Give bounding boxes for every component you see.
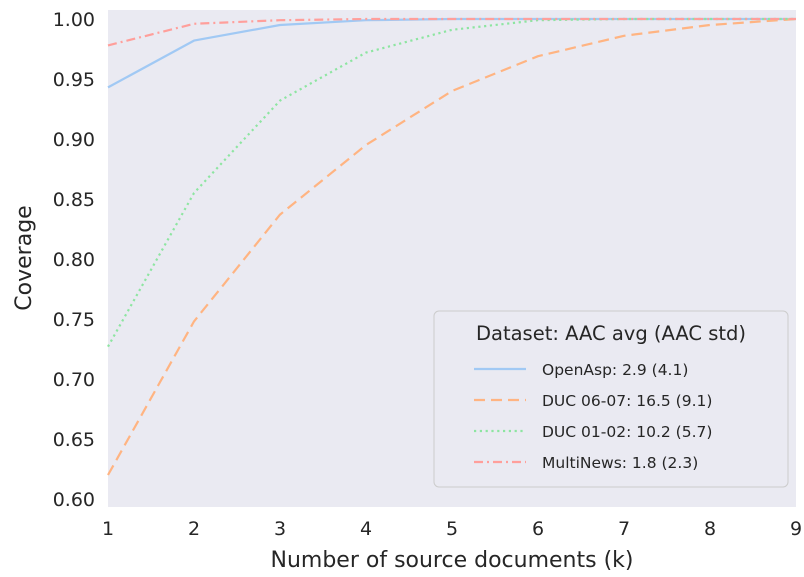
y-tick-label: 1.00 [53, 9, 95, 31]
x-tick-label: 4 [360, 518, 372, 540]
y-tick-label: 0.70 [53, 369, 95, 391]
legend-label-4: MultiNews: 1.8 (2.3) [542, 454, 698, 472]
x-tick-label: 3 [274, 518, 286, 540]
y-tick-label: 0.60 [53, 489, 95, 511]
x-tick-label: 9 [790, 518, 802, 540]
x-tick-label: 7 [618, 518, 630, 540]
legend: Dataset: AAC avg (AAC std) OpenAsp: 2.9 … [433, 310, 789, 488]
x-tick-label: 8 [704, 518, 716, 540]
ticks-group: 1 2 3 4 5 6 7 8 9 0.60 0.65 0.70 0.75 0.80 0.85 0.90 0.9… [53, 9, 802, 540]
legend-label-3: DUC 01-02: 10.2 (5.7) [542, 423, 712, 441]
legend-entries: OpenAsp: 2.9 (4.1) DUC 06-07: 16.5 (9.1) D… [474, 361, 712, 472]
y-axis-label: Coverage [12, 205, 37, 310]
series-line-4 [107, 17, 796, 47]
x-tick-label: 5 [446, 518, 458, 540]
y-tick-label: 0.95 [53, 69, 95, 91]
series-line-2 [107, 17, 797, 476]
legend-box [433, 310, 789, 488]
series-group [107, 17, 797, 476]
legend-label-2: DUC 06-07: 16.5 (9.1) [542, 392, 712, 410]
y-tick-label: 0.90 [53, 129, 95, 151]
x-tick-label: 6 [532, 518, 544, 540]
y-tick-label: 0.75 [53, 309, 95, 331]
y-tick-label: 0.80 [53, 249, 95, 271]
x-tick-label: 1 [102, 518, 114, 540]
x-tick-label: 2 [188, 518, 200, 540]
legend-label-1: OpenAsp: 2.9 (4.1) [542, 361, 688, 379]
x-axis-label: Number of source documents (k) [271, 548, 634, 573]
legend-title: Dataset: AAC avg (AAC std) [476, 322, 746, 345]
y-tick-label: 0.85 [53, 189, 95, 211]
y-tick-label: 0.65 [53, 429, 95, 451]
